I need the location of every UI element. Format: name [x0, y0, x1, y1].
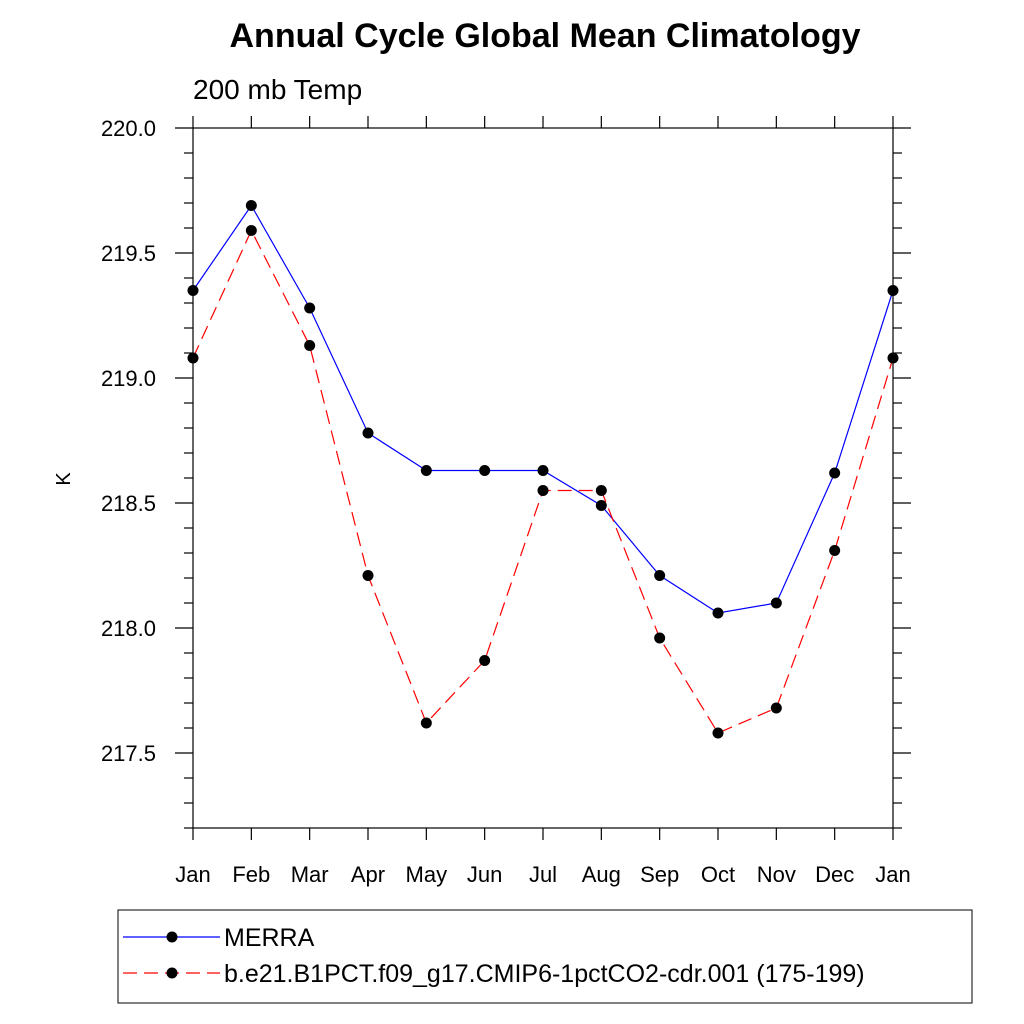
- x-tick-label: May: [406, 862, 448, 887]
- y-tick-label: 218.0: [101, 616, 156, 641]
- y-tick-label: 217.5: [101, 741, 156, 766]
- x-tick-label: Aug: [582, 862, 621, 887]
- legend-marker-0: [166, 931, 178, 943]
- data-point: [304, 340, 316, 351]
- data-point: [770, 702, 782, 714]
- data-point: [245, 200, 257, 211]
- y-tick-label: 218.5: [101, 491, 156, 516]
- x-tick-label: Feb: [232, 862, 270, 887]
- data-point: [304, 302, 316, 314]
- data-point: [887, 352, 899, 364]
- data-point: [362, 427, 374, 439]
- y-axis-label: K: [53, 472, 75, 486]
- x-axis-ticks: Jan Feb Mar Apr May Jun Jul Aug Sep Oct Nov Dec Jan: [175, 116, 911, 887]
- data-point: [187, 285, 199, 296]
- data-point: [595, 500, 607, 511]
- x-tick-label: Dec: [815, 862, 854, 887]
- data-point: [420, 465, 432, 476]
- legend-box: [117, 909, 973, 1004]
- data-point: [420, 717, 432, 729]
- data-point: [712, 727, 724, 739]
- data-point: [245, 225, 257, 236]
- x-tick-label: Sep: [640, 862, 679, 887]
- series-layer: [187, 200, 899, 739]
- legend: MERRA b.e21.B1PCT.f09_g17.CMIP6-1pctCO2-c…: [123, 924, 865, 988]
- y-tick-label: 219.0: [101, 366, 156, 391]
- data-point: [595, 485, 607, 496]
- data-point: [479, 655, 491, 666]
- series-line-1: [192, 229, 894, 734]
- x-tick-label: Oct: [701, 862, 735, 887]
- data-point: [654, 632, 666, 644]
- y-tick-label: 220.0: [101, 116, 156, 141]
- data-point: [712, 607, 724, 619]
- data-point: [829, 467, 841, 479]
- data-point: [187, 352, 199, 364]
- legend-label-1: b.e21.B1PCT.f09_g17.CMIP6-1pctCO2-cdr.00…: [224, 960, 865, 988]
- chart-title: Annual Cycle Global Mean Climatology: [230, 17, 861, 55]
- data-point: [362, 570, 374, 581]
- x-tick-label: Apr: [351, 862, 385, 887]
- data-point: [829, 545, 841, 556]
- plot-frame: [192, 127, 894, 829]
- x-tick-label: Mar: [291, 862, 329, 887]
- y-axis-ticks: 220.0 219.5 219.0 218.5 218.0 217.5: [101, 116, 911, 829]
- data-point: [887, 285, 899, 296]
- data-point: [770, 597, 782, 609]
- x-tick-label: Jan: [875, 862, 910, 887]
- x-tick-label: Nov: [757, 862, 796, 887]
- y-tick-label: 219.5: [101, 241, 156, 266]
- data-point: [479, 465, 491, 476]
- chart-subtitle: 200 mb Temp: [193, 74, 362, 105]
- x-tick-label: Jan: [175, 862, 210, 887]
- series-line-0: [192, 204, 894, 614]
- data-point: [654, 570, 666, 581]
- legend-label-0: MERRA: [224, 924, 315, 952]
- data-point: [537, 485, 549, 496]
- data-point: [537, 465, 549, 476]
- x-tick-label: Jul: [529, 862, 557, 887]
- legend-marker-1: [166, 967, 178, 979]
- x-tick-label: Jun: [467, 862, 502, 887]
